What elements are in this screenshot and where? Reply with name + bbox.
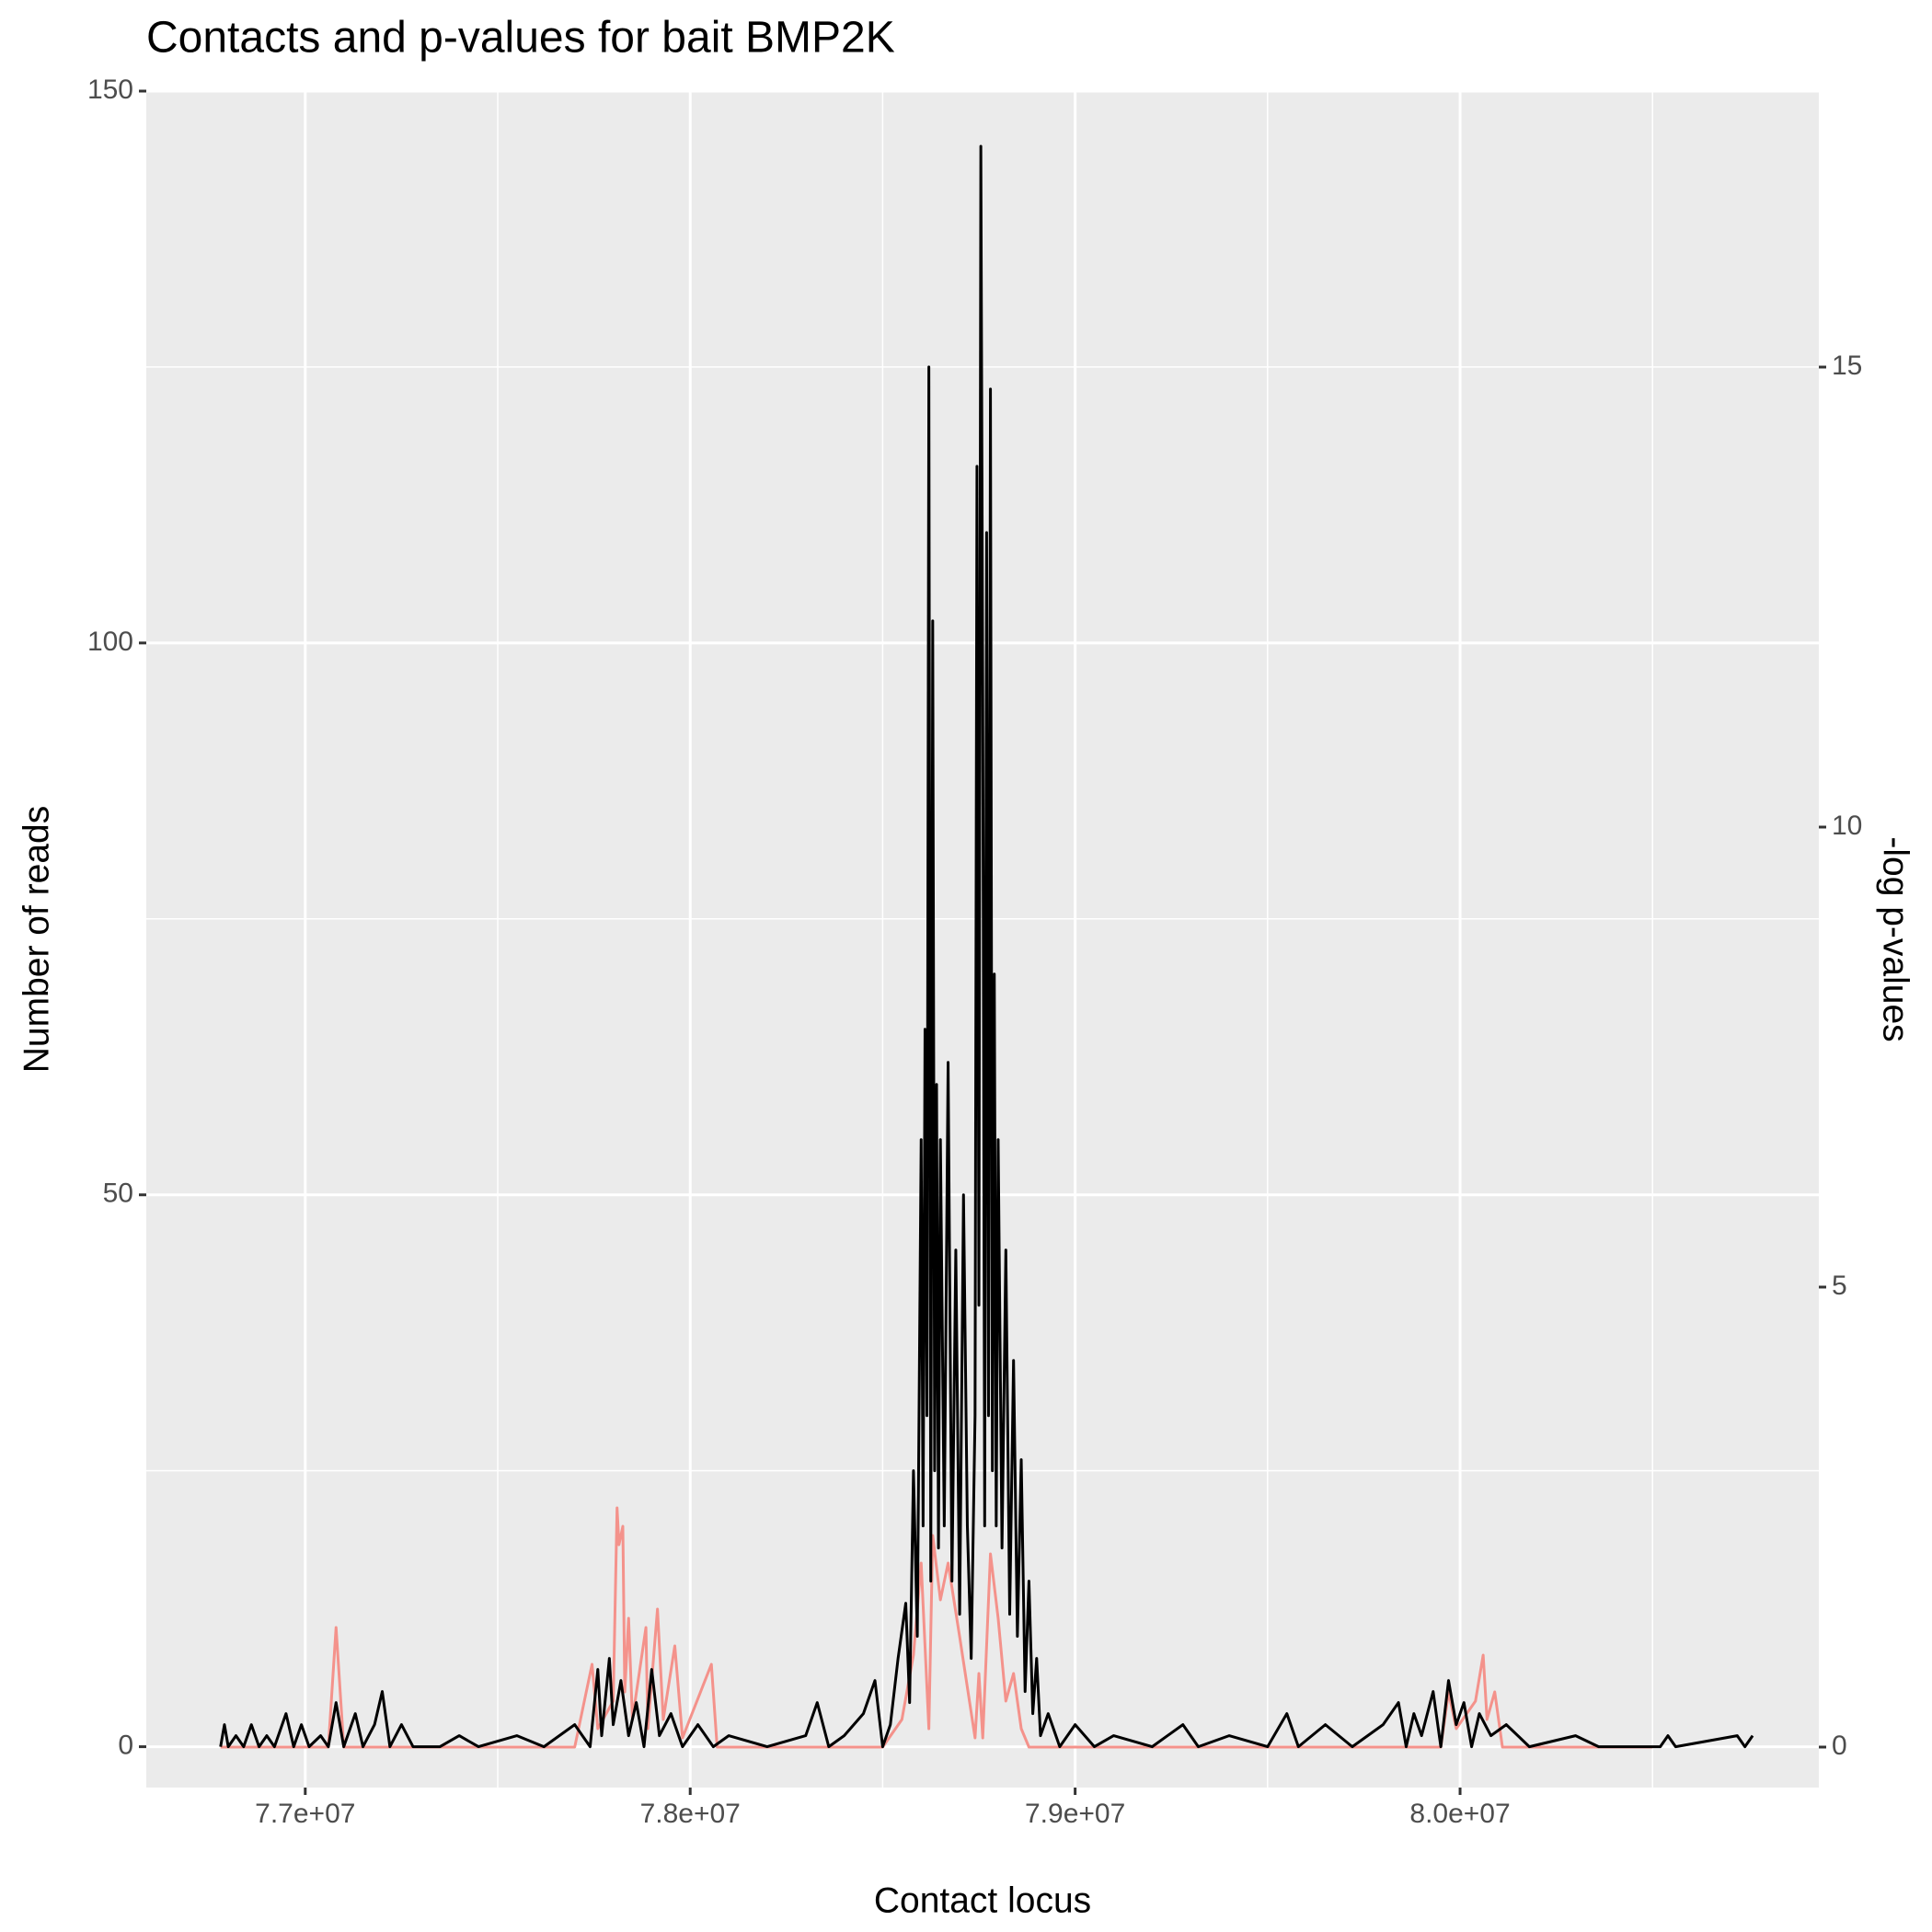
x-tick-label: 7.9e+07 xyxy=(1025,1799,1125,1829)
y-tick-label: 50 xyxy=(103,1179,133,1209)
y-axis-title: Number of reads xyxy=(17,806,56,1073)
x-tick-label: 7.7e+07 xyxy=(255,1799,355,1829)
y-tick-label: 100 xyxy=(87,627,133,657)
y2-tick-label: 10 xyxy=(1832,811,1862,841)
y-tick-label: 150 xyxy=(87,75,133,105)
y2-tick-label: 0 xyxy=(1832,1731,1847,1761)
chart-title: Contacts and p-values for bait BMP2K xyxy=(146,14,895,63)
y2-tick-label: 5 xyxy=(1832,1271,1847,1301)
y2-tick-label: 15 xyxy=(1832,351,1862,381)
x-tick-label: 7.8e+07 xyxy=(640,1799,741,1829)
y-tick-label: 0 xyxy=(118,1731,133,1761)
x-axis-title: Contact locus xyxy=(874,1880,1091,1920)
data-line xyxy=(219,144,1754,1749)
y2-axis-title: -log p-values xyxy=(1876,836,1915,1041)
x-tick-label: 8.0e+07 xyxy=(1409,1799,1510,1829)
